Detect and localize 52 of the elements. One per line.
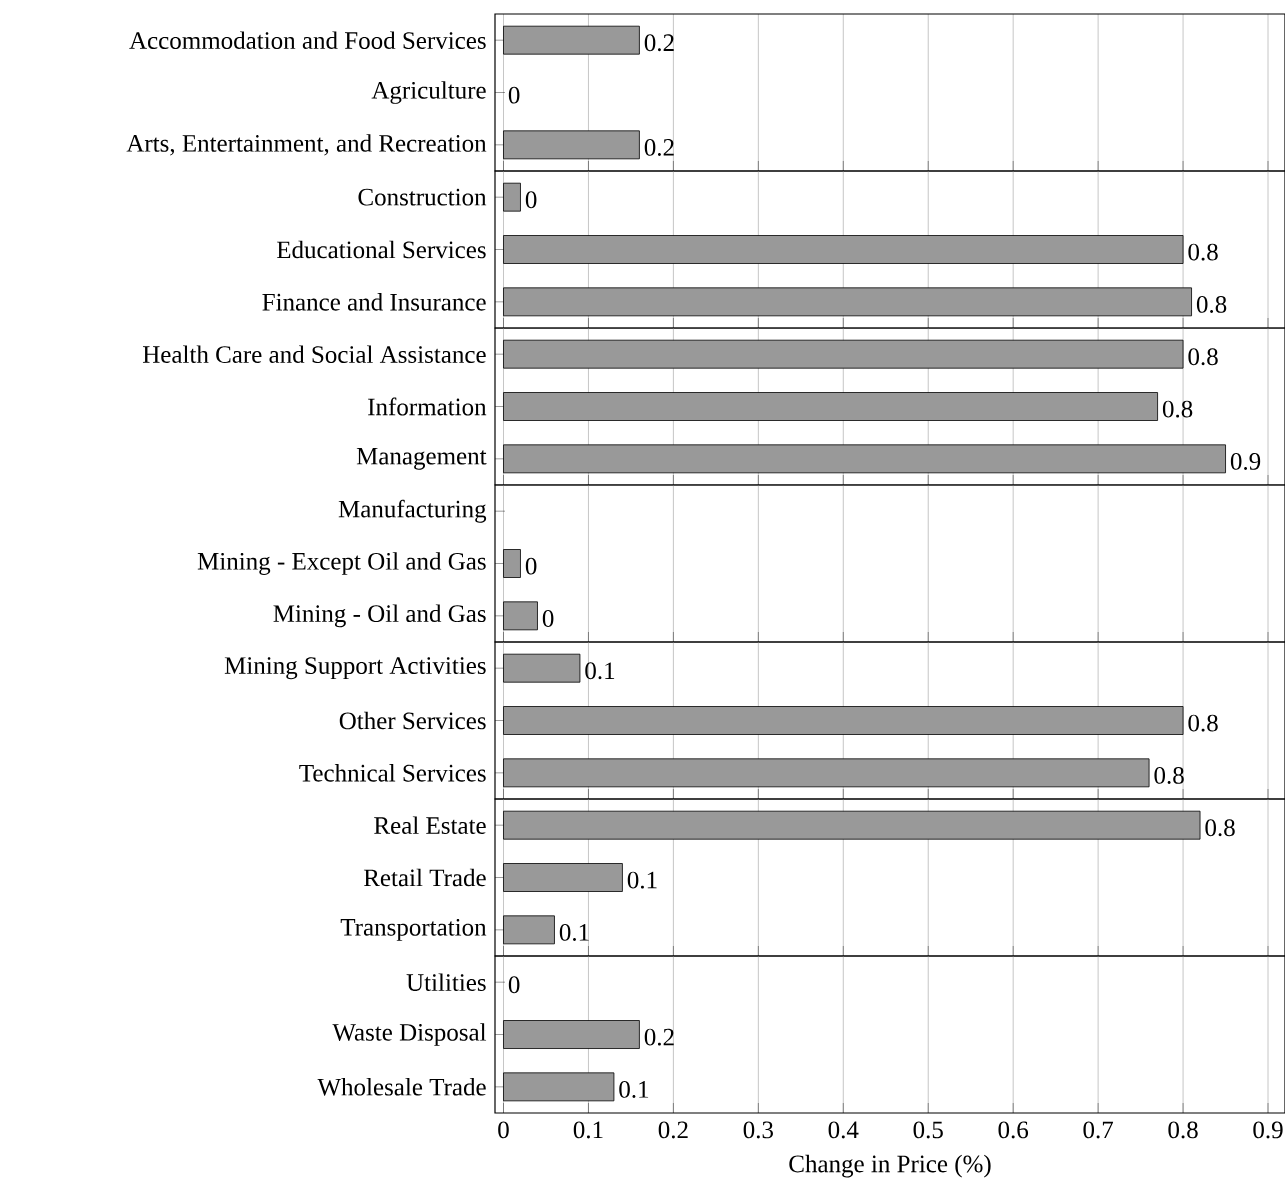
data-label: 0.8: [1162, 400, 1193, 418]
data-label: 0.1: [559, 923, 589, 941]
y-tick-label: Information: [368, 397, 487, 416]
data-label: 0: [542, 610, 554, 627]
y-tick-label: Waste Disposal: [332, 1023, 487, 1046]
y-tick-label: Real Estate: [374, 816, 486, 834]
y-tick-label: Educational Services: [276, 240, 486, 259]
data-label: 0: [525, 191, 537, 209]
y-tick-label: Arts, Entertainment, and Recreation: [126, 134, 487, 156]
x-tick-label: 0.6: [998, 1121, 1029, 1139]
y-tick-label: Management: [356, 447, 487, 470]
y-tick-label: Transportation: [340, 918, 487, 941]
data-label: 0.8: [1188, 714, 1218, 732]
y-tick-label: Construction: [358, 188, 487, 206]
data-label: 0.2: [644, 138, 674, 156]
x-tick-label: 0.1: [573, 1121, 603, 1139]
data-label: 0: [508, 976, 520, 994]
y-tick-label: Mining Support Activities: [224, 657, 486, 680]
data-label: 0.8: [1196, 295, 1227, 313]
data-label: 0.8: [1205, 819, 1235, 837]
x-tick-label: 0.3: [743, 1121, 773, 1139]
x-tick-label: 0.2: [658, 1121, 688, 1139]
data-label: 0.2: [644, 1028, 674, 1046]
x-tick-label: 0.5: [913, 1121, 943, 1139]
y-tick-label: Technical Services: [299, 764, 486, 782]
y-tick-label: Retail Trade: [363, 868, 486, 887]
y-tick-label: Wholesale Trade: [317, 1077, 486, 1096]
x-tick-label: 0.9: [1253, 1121, 1283, 1139]
data-label: 0.8: [1154, 766, 1184, 784]
data-label: 0.2: [644, 34, 674, 52]
y-tick-label: Agriculture: [371, 81, 486, 104]
data-label: 0: [525, 557, 537, 575]
data-label: 0: [508, 86, 520, 104]
x-axis-title: Change in Price (%): [789, 1154, 991, 1178]
x-tick-label: 0: [498, 1121, 509, 1139]
x-tick-label: 0.8: [1168, 1121, 1198, 1139]
data-label: 0.9: [1230, 452, 1261, 470]
y-tick-label: Mining - Except Oil and Gas: [197, 552, 486, 575]
data-label: 0.1: [627, 871, 657, 889]
data-label: 0.8: [1188, 348, 1218, 366]
y-tick-label: Other Services: [339, 711, 486, 730]
y-tick-label: Health Care and Social Assistance: [142, 345, 486, 363]
y-tick-label: Mining - Oil and Gas: [273, 604, 486, 628]
x-tick-label: 0.7: [1083, 1121, 1114, 1139]
data-label: 0.1: [619, 1080, 649, 1098]
x-tick-label: 0.4: [828, 1121, 859, 1139]
y-tick-label: Manufacturing: [338, 499, 487, 523]
data-label: 0.1: [585, 662, 615, 680]
y-tick-label: Finance and Insurance: [262, 293, 486, 311]
data-label: 0.8: [1188, 243, 1218, 261]
y-tick-label: Accommodation and Food Services: [129, 31, 486, 49]
y-tick-label: Utilities: [406, 973, 486, 991]
